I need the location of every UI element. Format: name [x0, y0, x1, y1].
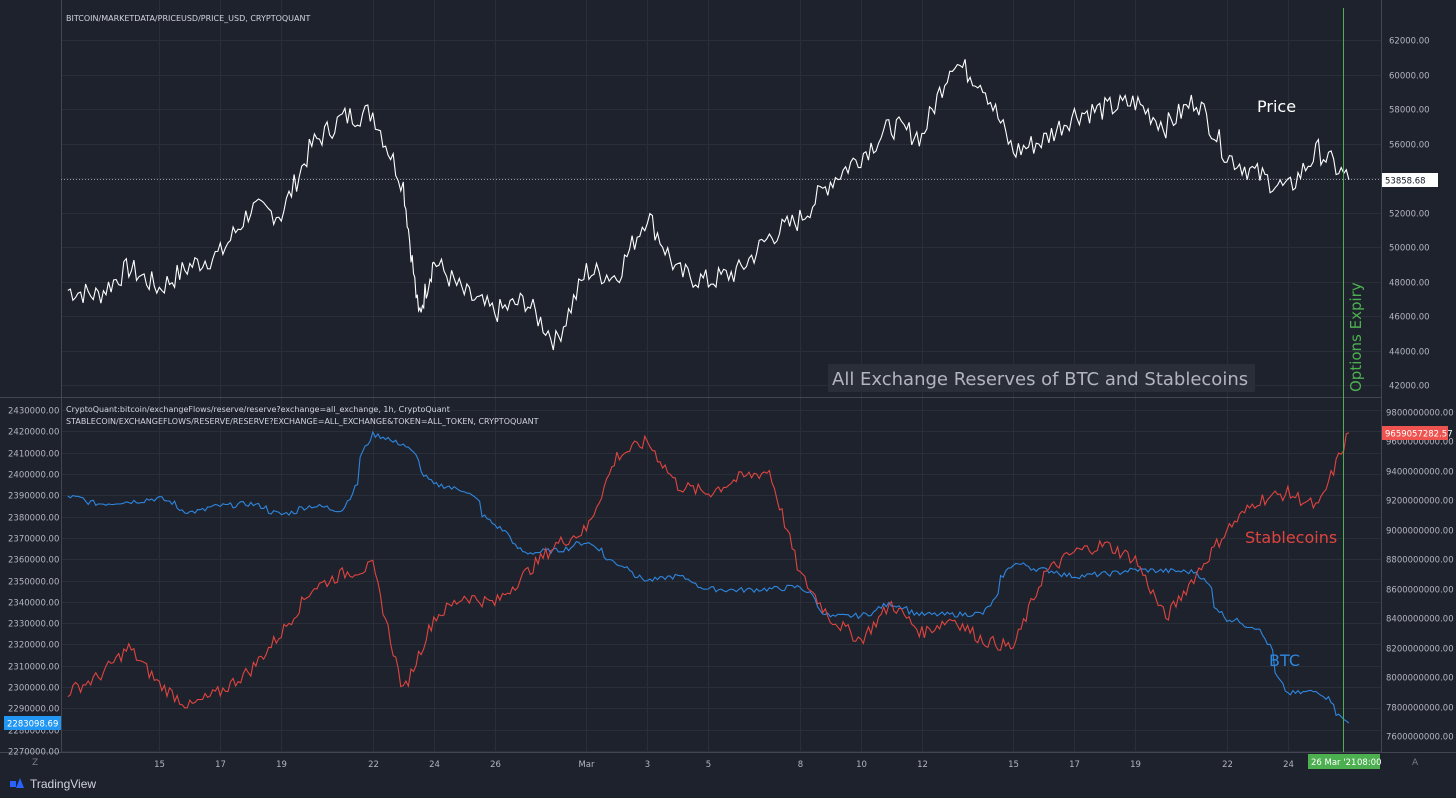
btc-y-tick: 2410000.00	[8, 450, 59, 460]
btc-y-tick: 2310000.00	[8, 663, 59, 673]
stablecoin-y-tick: 8800000000.00	[1386, 556, 1454, 566]
stablecoin-y-tick: 9600000000.00	[1386, 438, 1454, 448]
price-series	[67, 59, 1350, 351]
btc-y-tick: 2380000.00	[8, 514, 59, 524]
btc-source-label: CryptoQuant:bitcoin/exchangeFlows/reserv…	[66, 405, 450, 414]
time-badge-text: 08:00	[1357, 758, 1382, 768]
btc-reserve-line	[67, 430, 1350, 724]
stablecoin-y-tick: 8400000000.00	[1386, 615, 1454, 625]
stablecoin-y-tick: 9200000000.00	[1386, 497, 1454, 507]
btc-y-tick: 2420000.00	[8, 428, 59, 438]
timezone-toggle[interactable]: Z	[32, 758, 39, 768]
btc-y-tick: 2300000.00	[8, 684, 59, 694]
stablecoin-series	[67, 432, 1350, 709]
price-y-tick: 56000.00	[1389, 141, 1430, 151]
date-badge-text: 26 Mar '21	[1311, 758, 1356, 768]
price-y-tick: 52000.00	[1389, 210, 1430, 220]
btc-annotation: BTC	[1269, 651, 1300, 670]
btc-y-tick: 2430000.00	[8, 407, 59, 417]
tradingview-icon	[10, 778, 24, 790]
x-tick-label: 24	[1283, 760, 1294, 770]
btc-y-tick: 2330000.00	[8, 620, 59, 630]
price-y-tick: 44000.00	[1389, 348, 1430, 358]
btc-y-axis[interactable]: 2430000.00 2420000.00 2410000.00 2400000.00…	[8, 407, 59, 758]
stablecoin-y-axis[interactable]: 9800000000.00 9600000000.00 9400000000.00 9…	[1386, 409, 1454, 743]
x-tick-label: 15	[154, 760, 165, 770]
btc-y-tick: 2340000.00	[8, 599, 59, 609]
price-y-tick: 46000.00	[1389, 313, 1430, 323]
x-tick-label: 12	[917, 760, 928, 770]
price-source-label: BITCOIN/MARKETDATA/PRICEUSD/PRICE_USD, C…	[66, 14, 310, 23]
price-y-tick: 42000.00	[1389, 382, 1430, 392]
stablecoin-y-tick: 9000000000.00	[1386, 527, 1454, 537]
price-y-tick: 48000.00	[1389, 279, 1430, 289]
price-y-tick: 50000.00	[1389, 244, 1430, 254]
stablecoin-y-tick: 8600000000.00	[1386, 586, 1454, 596]
x-tick-label: 10	[856, 760, 867, 770]
btc-y-tick: 2280000.00	[8, 727, 59, 737]
price-y-tick: 62000.00	[1389, 37, 1430, 47]
btc-y-tick: 2400000.00	[8, 471, 59, 481]
stablecoin-y-tick: 9800000000.00	[1386, 409, 1454, 419]
x-tick-label: 3	[645, 760, 650, 770]
stablecoin-y-tick: 7600000000.00	[1386, 733, 1454, 743]
price-y-axis[interactable]: 62000.0060000.0058000.0056000.0054000.00…	[1389, 37, 1430, 392]
btc-last-value-text: 2283098.69	[7, 720, 58, 730]
chart-title: All Exchange Reserves of BTC and Stablec…	[832, 369, 1248, 390]
btc-y-tick: 2270000.00	[8, 748, 59, 758]
x-tick-label: 26	[490, 760, 501, 770]
options-expiry-label: Options Expiry	[1347, 282, 1365, 392]
x-tick-label: 19	[1130, 760, 1141, 770]
x-tick-label: 24	[429, 760, 440, 770]
btc-last-value-badge: 2283098.69	[4, 716, 61, 730]
auto-scale-toggle[interactable]: A	[1412, 758, 1419, 768]
stablecoin-source-label: STABLECOIN/EXCHANGEFLOWS/RESERVE/RESERVE…	[66, 417, 539, 426]
btc-y-tick: 2350000.00	[8, 578, 59, 588]
price-last-value-text: 53858.68	[1385, 177, 1426, 187]
btc-y-tick: 2360000.00	[8, 556, 59, 566]
tradingview-brand: TradingView	[30, 777, 97, 791]
stablecoin-y-tick: 9400000000.00	[1386, 468, 1454, 478]
x-tick-label: 19	[276, 760, 287, 770]
stablecoin-last-value-text: 9659057282.57	[1385, 430, 1453, 440]
stablecoins-annotation: Stablecoins	[1245, 528, 1337, 547]
btc-y-tick: 2320000.00	[8, 641, 59, 651]
x-tick-label: 15	[1008, 760, 1019, 770]
price-y-tick: 60000.00	[1389, 72, 1430, 82]
price-last-value-badge: 53858.68	[1382, 173, 1438, 187]
x-tick-label: 8	[798, 760, 803, 770]
x-tick-label: Mar	[578, 760, 595, 770]
price-line	[67, 59, 1350, 351]
time-axis[interactable]: 15 17 19 22 24 26 Mar 3 5 8 10 12 15 17 19 22 24	[154, 760, 1294, 770]
stablecoin-y-tick: 8000000000.00	[1386, 674, 1454, 684]
stablecoin-y-tick: 7800000000.00	[1386, 704, 1454, 714]
btc-y-tick: 2390000.00	[8, 492, 59, 502]
stablecoin-last-value-badge: 9659057282.57	[1382, 426, 1453, 440]
x-tick-label: 22	[1222, 760, 1233, 770]
price-annotation: Price	[1257, 97, 1296, 116]
x-tick-label: 22	[368, 760, 379, 770]
price-y-tick: 58000.00	[1389, 106, 1430, 116]
btc-y-tick: 2370000.00	[8, 535, 59, 545]
stablecoin-y-tick: 8200000000.00	[1386, 645, 1454, 655]
btc-y-tick: 2290000.00	[8, 705, 59, 715]
stablecoin-reserve-line	[67, 432, 1350, 709]
btc-series	[67, 430, 1350, 724]
x-tick-label: 5	[706, 760, 711, 770]
crosshair-date-badge[interactable]: 26 Mar '21 08:00	[1308, 754, 1382, 769]
chart-canvas: 62000.0060000.0058000.0056000.0054000.00…	[0, 0, 1456, 770]
x-tick-label: 17	[1069, 760, 1080, 770]
x-tick-label: 17	[215, 760, 226, 770]
title-box	[828, 364, 1255, 392]
tradingview-logo[interactable]: TradingView	[10, 777, 96, 791]
